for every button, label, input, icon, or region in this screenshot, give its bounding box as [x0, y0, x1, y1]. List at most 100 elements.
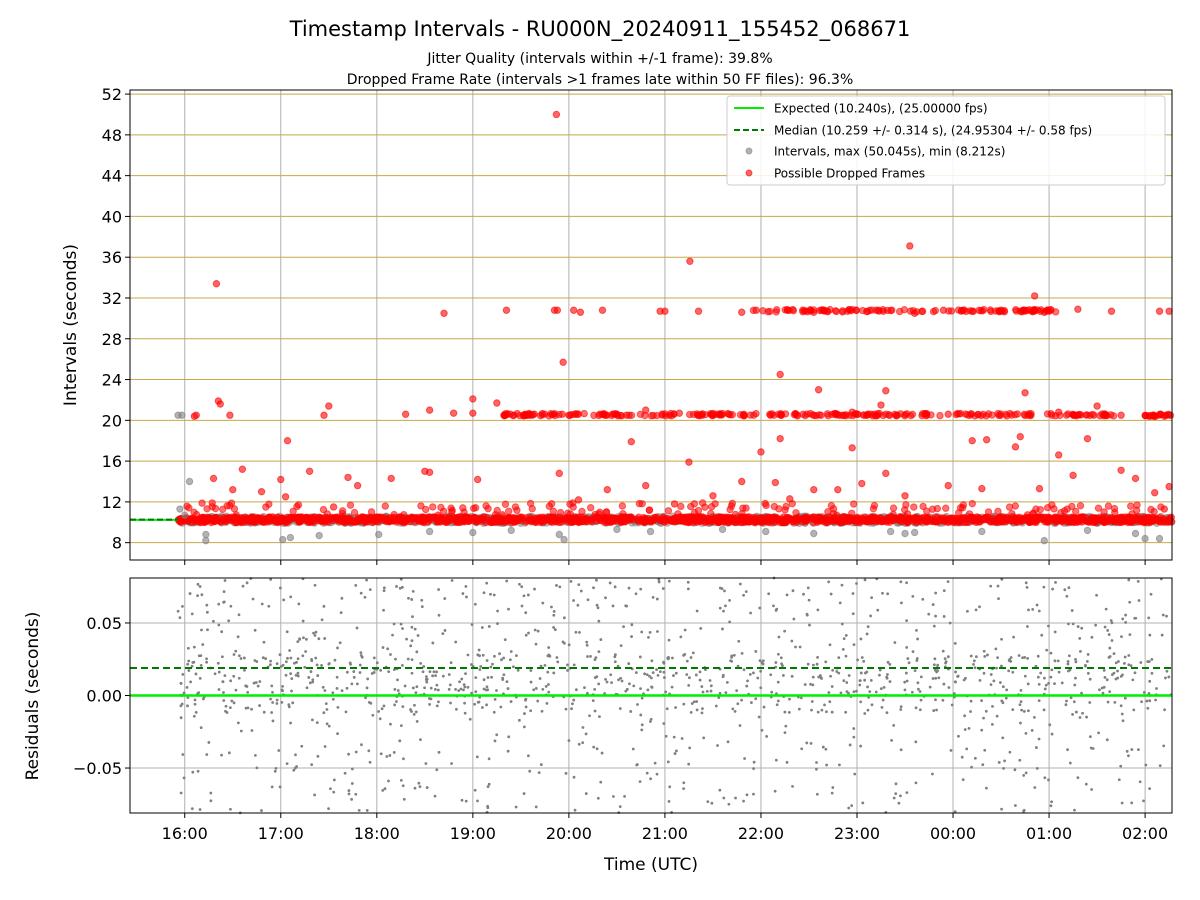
dropped-frame-point: [497, 518, 505, 526]
residual-point: [474, 690, 478, 694]
residual-point: [1067, 622, 1070, 626]
interval-point: [646, 527, 655, 536]
residual-point: [187, 669, 191, 672]
residual-point: [894, 792, 898, 796]
dropped-frame-point: [1029, 307, 1038, 315]
residual-point: [974, 608, 978, 612]
residual-point: [706, 800, 710, 803]
residual-point: [702, 736, 706, 740]
residual-point: [790, 639, 794, 643]
residual-point: [593, 676, 597, 680]
residual-point: [386, 647, 390, 651]
residual-point: [398, 586, 402, 590]
dropped-frame-point: [864, 514, 872, 523]
residual-point: [237, 654, 241, 658]
residual-point: [882, 685, 886, 689]
dropped-frame-point: [839, 411, 847, 420]
residual-point: [546, 670, 550, 674]
residual-point: [572, 775, 576, 779]
residual-point: [1148, 699, 1152, 703]
residual-point: [1084, 664, 1087, 668]
residual-point: [501, 676, 505, 680]
residual-point: [546, 654, 550, 658]
dropped-frame-point: [553, 306, 562, 314]
residual-point: [434, 674, 437, 678]
residual-point: [685, 673, 689, 676]
residual-point: [868, 690, 872, 694]
dropped-frame-point: [848, 408, 856, 416]
residual-point: [1123, 655, 1127, 659]
residual-point: [599, 780, 603, 784]
residual-point: [460, 798, 464, 802]
residual-point: [762, 705, 766, 709]
residual-point: [949, 749, 953, 752]
dropped-frame-point: [850, 500, 858, 508]
dropped-frame-point: [264, 515, 272, 524]
residual-point: [470, 623, 474, 627]
dropped-frame-point: [257, 487, 266, 496]
residual-point: [552, 613, 556, 617]
residual-point: [953, 642, 957, 645]
residual-point: [1019, 721, 1022, 725]
residual-point: [258, 704, 261, 707]
residual-point: [1123, 696, 1127, 700]
residual-point: [769, 673, 773, 677]
residual-point: [970, 765, 973, 769]
residual-point: [911, 594, 915, 598]
interval-point: [278, 535, 287, 544]
residual-point: [1084, 782, 1088, 786]
dropped-frame-point: [549, 507, 558, 515]
residual-point: [1110, 621, 1114, 625]
residual-point: [1019, 688, 1023, 692]
residual-point: [934, 614, 937, 618]
residual-point: [840, 622, 844, 626]
interval-point: [613, 525, 621, 534]
dropped-frame-point: [196, 518, 205, 527]
residual-point: [690, 702, 694, 705]
residual-point: [223, 579, 227, 582]
residual-point: [608, 581, 612, 585]
dropped-frame-point: [724, 518, 733, 527]
residual-point: [1148, 787, 1152, 790]
residual-point: [1026, 709, 1030, 713]
residual-point: [274, 766, 278, 770]
dropped-frame-point: [1070, 411, 1078, 419]
residual-point: [759, 669, 763, 673]
dropped-frame-point: [1165, 482, 1173, 491]
residual-point: [498, 652, 501, 656]
residual-point: [567, 643, 571, 647]
residual-point: [1035, 767, 1039, 770]
residual-point: [672, 674, 675, 677]
residual-point: [431, 641, 435, 645]
residual-point: [1148, 679, 1152, 683]
residual-point: [258, 680, 262, 683]
residual-point: [335, 687, 339, 690]
residual-point: [624, 689, 628, 693]
residual-point: [232, 674, 236, 678]
residual-point: [236, 721, 240, 725]
dropped-frame-point: [501, 500, 510, 508]
dropped-frame-point: [664, 515, 672, 523]
dropped-frame-point: [281, 493, 290, 501]
residual-point: [327, 724, 331, 728]
residual-point: [320, 664, 323, 667]
dropped-frame-point: [1057, 509, 1065, 517]
residual-point: [830, 685, 834, 688]
residual-point: [842, 679, 846, 683]
residual-point: [1026, 656, 1029, 660]
residual-point: [805, 613, 809, 617]
dropped-frame-point: [1011, 443, 1020, 451]
residual-point: [1080, 691, 1083, 695]
residual-point: [429, 697, 433, 701]
residual-point: [364, 696, 367, 700]
residual-point: [411, 686, 415, 690]
residual-point: [194, 710, 198, 714]
dropped-frame-point: [810, 485, 818, 494]
residual-point: [978, 605, 981, 609]
residual-point: [934, 591, 938, 595]
residual-point: [687, 684, 691, 687]
dropped-frame-point: [786, 495, 794, 503]
residual-point: [236, 635, 240, 639]
residual-point: [1024, 731, 1028, 735]
residual-point: [332, 790, 336, 794]
